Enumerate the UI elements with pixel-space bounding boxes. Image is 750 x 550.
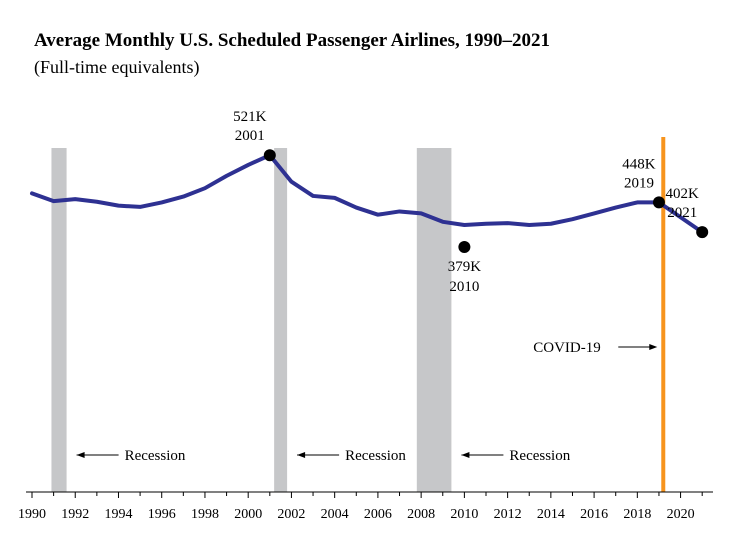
recession-band xyxy=(416,148,452,492)
recession-label: Recession xyxy=(509,448,570,464)
x-tick-label: 2010 xyxy=(450,507,478,522)
recession-band xyxy=(51,148,67,492)
x-tick-label: 2012 xyxy=(494,507,522,522)
annotation-value: 402K xyxy=(666,186,700,202)
recession-label: Recession xyxy=(345,448,406,464)
recession-arrowhead xyxy=(461,452,470,458)
x-tick-label: 1998 xyxy=(191,507,219,522)
x-tick-label: 2004 xyxy=(321,507,349,522)
annotation-value: 448K xyxy=(622,156,656,172)
covid-label: COVID-19 xyxy=(533,340,601,356)
series-line xyxy=(30,153,705,235)
annotation-value: 521K xyxy=(233,109,267,125)
x-tick-label: 1990 xyxy=(18,507,46,522)
annotation-value: 379K xyxy=(448,259,482,275)
annotation-year: 2010 xyxy=(449,279,479,295)
x-tick-label: 2002 xyxy=(277,507,305,522)
x-tick-label: 2018 xyxy=(623,507,651,522)
x-tick-label: 1996 xyxy=(148,507,176,522)
data-marker xyxy=(652,196,665,209)
x-tick-label: 2008 xyxy=(407,507,435,522)
covid-arrowhead xyxy=(649,344,658,350)
data-marker xyxy=(458,241,471,254)
annotation-year: 2019 xyxy=(624,175,654,191)
data-marker xyxy=(263,149,276,162)
chart-subtitle: (Full-time equivalents) xyxy=(34,57,200,77)
x-tick-label: 2014 xyxy=(537,507,565,522)
recession-label: Recession xyxy=(125,448,186,464)
chart-title: Average Monthly U.S. Scheduled Passenger… xyxy=(34,30,550,51)
recession-arrowhead xyxy=(76,452,85,458)
x-tick-label: 1992 xyxy=(61,507,89,522)
x-tick-label: 2020 xyxy=(667,507,695,522)
x-tick-label: 1994 xyxy=(104,507,132,522)
annotation-year: 2021 xyxy=(667,205,697,221)
x-tick-label: 2016 xyxy=(580,507,608,522)
x-tick-label: 2000 xyxy=(234,507,262,522)
x-tick-label: 2006 xyxy=(364,507,392,522)
recession-arrowhead xyxy=(297,452,306,458)
recession-band xyxy=(274,148,288,492)
data-marker xyxy=(696,226,709,239)
annotation-year: 2001 xyxy=(235,128,265,144)
